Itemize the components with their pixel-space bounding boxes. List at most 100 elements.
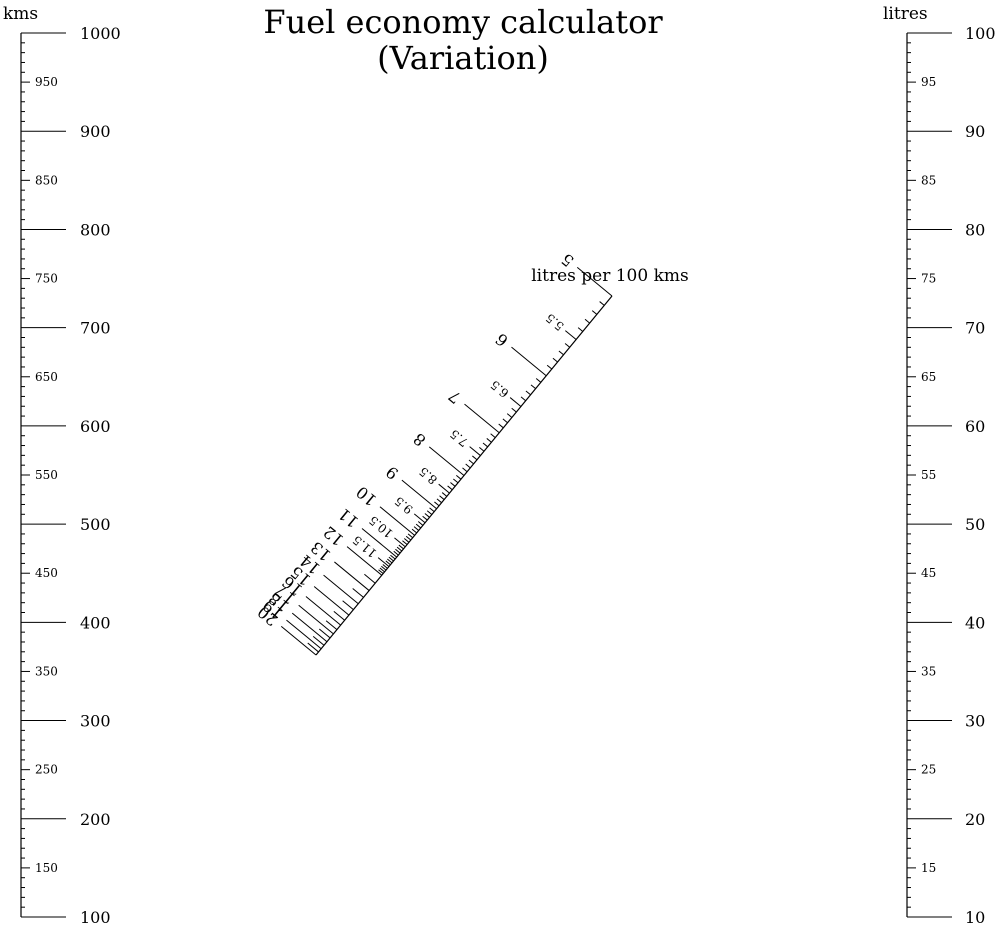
litres-tick-label: 90 bbox=[965, 122, 985, 141]
lp100-tick bbox=[307, 642, 319, 653]
lp100-tick bbox=[280, 625, 317, 656]
chart-title-line2: (Variation) bbox=[377, 39, 549, 77]
lp100-tick bbox=[395, 548, 401, 554]
lp100-tick bbox=[576, 266, 613, 297]
lp100-tick bbox=[520, 396, 526, 402]
kms-scale: 100 200 300 400 500 600 700 800 900 1000 150 250 350… bbox=[3, 4, 121, 927]
lp100-tick bbox=[411, 528, 417, 534]
lp100-tick bbox=[436, 498, 442, 504]
kms-tick-label: 800 bbox=[80, 220, 111, 239]
lp100-tick bbox=[318, 628, 331, 639]
lp100-tick bbox=[482, 442, 488, 448]
lp100-tick bbox=[439, 495, 445, 500]
lp100-tick bbox=[546, 364, 553, 370]
lp100-tick bbox=[438, 483, 450, 494]
lp100-tick bbox=[385, 560, 391, 566]
litres-tick-label: 70 bbox=[965, 319, 985, 338]
kms-tick-label: 300 bbox=[80, 712, 111, 731]
lp100-tick bbox=[525, 390, 531, 396]
lp100-tick bbox=[424, 513, 430, 518]
kms-minor-tick-label: 450 bbox=[35, 566, 58, 580]
lp100-tick bbox=[379, 567, 385, 573]
lp100-tick bbox=[291, 612, 328, 643]
lp100-tick bbox=[565, 330, 577, 340]
litres-axis-title: litres bbox=[883, 4, 928, 24]
litres-minor-tick-label: 15 bbox=[921, 861, 936, 875]
lp100-tick bbox=[577, 327, 584, 332]
litres-tick-label: 10 bbox=[965, 908, 985, 927]
kms-minor-tick-label: 850 bbox=[35, 173, 58, 187]
kms-minor-tick-label: 950 bbox=[35, 75, 58, 89]
lp100-tick bbox=[584, 318, 590, 324]
lp100-tick bbox=[405, 535, 412, 541]
lp100-tick bbox=[441, 492, 448, 497]
lp100-tick bbox=[401, 479, 437, 510]
lp100-minor-tick-label: 11.5 bbox=[350, 533, 380, 561]
lp100-tick bbox=[490, 433, 496, 438]
lp100-tick bbox=[415, 523, 422, 529]
litres-minor-tick-label: 85 bbox=[921, 173, 936, 187]
litres-scale: 10 20 30 40 50 60 70 80 90 100 15 25 35 45 55 65 75 85 95 l… bbox=[883, 4, 996, 927]
litres-tick-label: 50 bbox=[965, 515, 985, 534]
litres-minor-tick-label: 75 bbox=[921, 272, 936, 286]
litres-tick-label: 40 bbox=[965, 613, 985, 632]
lp100-tick bbox=[333, 610, 345, 621]
lp100-minor-tick-label: 5.5 bbox=[543, 311, 567, 334]
lp100-tick bbox=[468, 459, 474, 465]
lp100-tick bbox=[346, 546, 383, 576]
lp100-tick bbox=[552, 357, 558, 363]
litres-tick-label: 60 bbox=[965, 417, 985, 436]
litres-tick-label: 80 bbox=[965, 220, 985, 239]
lp100-tick bbox=[377, 557, 390, 567]
kms-axis-title: kms bbox=[3, 4, 38, 24]
lp100-tick bbox=[462, 467, 468, 473]
lp100-tick bbox=[509, 397, 522, 407]
lp100-tick bbox=[387, 558, 393, 564]
lp100-minor-tick-label: 10.5 bbox=[366, 513, 396, 541]
lp100-tick-label: 10 bbox=[352, 482, 380, 510]
kms-tick-label: 600 bbox=[80, 417, 111, 436]
lp100-tick bbox=[426, 510, 433, 515]
lp100-tick-label: 8 bbox=[410, 429, 430, 450]
lp100-tick bbox=[342, 600, 354, 610]
lp100-tick-label: 9 bbox=[382, 462, 402, 483]
lp100-tick-label: 6 bbox=[492, 329, 512, 350]
kms-tick-label: 900 bbox=[80, 122, 111, 141]
lp100-tick bbox=[558, 350, 564, 356]
kms-tick-label: 700 bbox=[80, 319, 111, 338]
lp100-tick bbox=[298, 604, 334, 635]
litres-minor-tick-label: 95 bbox=[921, 75, 936, 89]
lp100-tick bbox=[382, 564, 388, 569]
kms-minor-tick-label: 350 bbox=[35, 664, 58, 678]
lp100-tick bbox=[413, 526, 420, 531]
lp100-tick bbox=[394, 537, 406, 548]
kms-tick-label: 1000 bbox=[80, 24, 121, 43]
kms-minor-tick-label: 650 bbox=[35, 370, 58, 384]
litres-minor-tick-label: 55 bbox=[921, 468, 936, 482]
kms-tick-label: 100 bbox=[80, 908, 111, 927]
lp100-tick bbox=[464, 403, 500, 434]
lp100-tick bbox=[313, 586, 350, 616]
litres-minor-tick-label: 65 bbox=[921, 370, 936, 384]
lp100-tick bbox=[325, 620, 338, 631]
litres-minor-tick-label: 25 bbox=[921, 763, 936, 777]
kms-tick-label: 400 bbox=[80, 613, 111, 632]
lp100-tick bbox=[403, 538, 410, 543]
lp100-tick-label: 7 bbox=[445, 386, 465, 407]
kms-minor-tick-label: 250 bbox=[35, 763, 58, 777]
lp100-tick bbox=[422, 515, 428, 521]
lp100-tick bbox=[286, 619, 322, 650]
lp100-tick bbox=[381, 565, 387, 571]
lp100-tick bbox=[530, 384, 536, 390]
chart-title-line1: Fuel economy calculator bbox=[263, 3, 663, 41]
lp100-minor-tick-label: 6.5 bbox=[488, 377, 512, 400]
litres-tick-label: 100 bbox=[965, 24, 996, 43]
lp100-tick-label: 11 bbox=[335, 504, 363, 532]
lp100-tick bbox=[398, 544, 404, 550]
litres-minor-tick-label: 45 bbox=[921, 566, 936, 580]
lp100-tick bbox=[393, 550, 399, 556]
lp100-tick bbox=[352, 588, 364, 598]
kms-minor-tick-label: 550 bbox=[35, 468, 58, 482]
lp100-tick bbox=[407, 533, 414, 539]
lp100-tick bbox=[599, 301, 605, 306]
